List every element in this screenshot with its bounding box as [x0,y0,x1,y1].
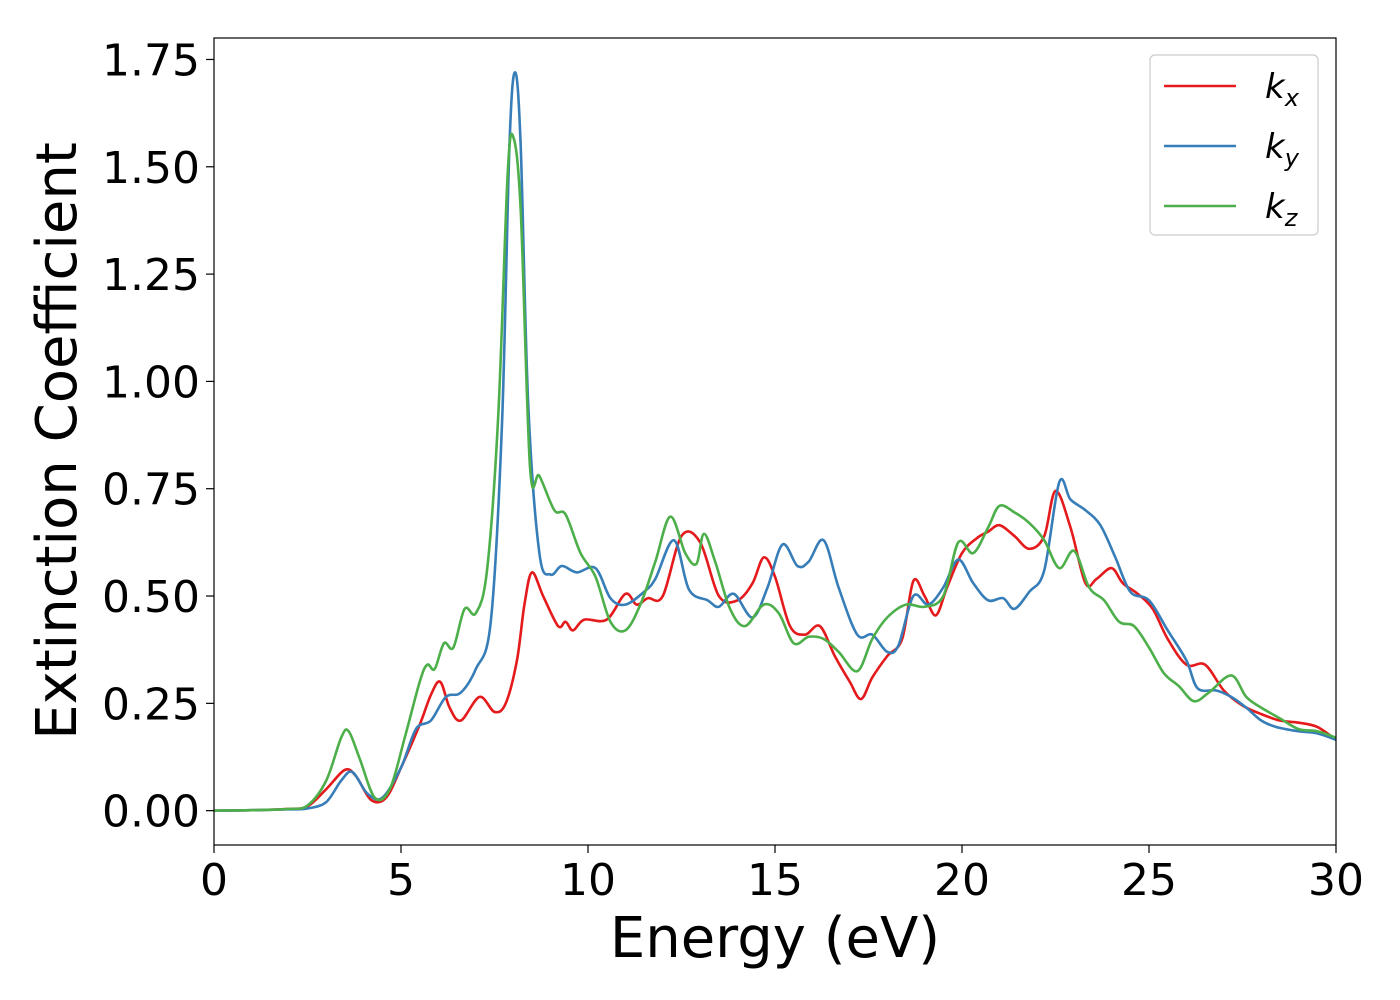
y-tick-label: 0.50 [102,572,200,623]
y-tick-label: 1.00 [102,357,200,408]
x-axis-ticks: 0 5 10 15 20 25 30 [200,845,1364,906]
x-tick-label: 10 [560,855,616,906]
x-tick-label: 25 [1121,855,1177,906]
x-tick-label: 20 [934,855,990,906]
x-axis-title: Energy (eV) [610,906,940,971]
y-tick-label: 1.50 [102,143,200,194]
series-line-k-z [214,132,1336,812]
series-layer [214,71,1336,812]
x-tick-label: 15 [747,855,803,906]
legend[interactable]: kx ky kz [1149,54,1319,236]
y-axis-title: Extinction Coefficient [25,142,90,740]
x-tick-label: 5 [387,855,415,906]
x-tick-label: 30 [1308,855,1364,906]
y-axis-ticks: 0.00 0.25 0.50 0.75 1.00 1.25 1.50 1.75 [102,35,214,838]
y-tick-label: 0.25 [102,679,200,730]
legend-label-k-z: kz [1265,187,1299,232]
y-tick-label: 0.75 [102,465,200,516]
x-tick-label: 0 [200,855,228,906]
legend-label-k-x: kx [1265,67,1300,112]
y-tick-label: 1.75 [102,35,200,86]
y-tick-label: 0.00 [102,787,200,838]
series-line-k-x [214,489,1336,812]
legend-label-k-y: ky [1265,127,1300,172]
y-tick-label: 1.25 [102,250,200,301]
